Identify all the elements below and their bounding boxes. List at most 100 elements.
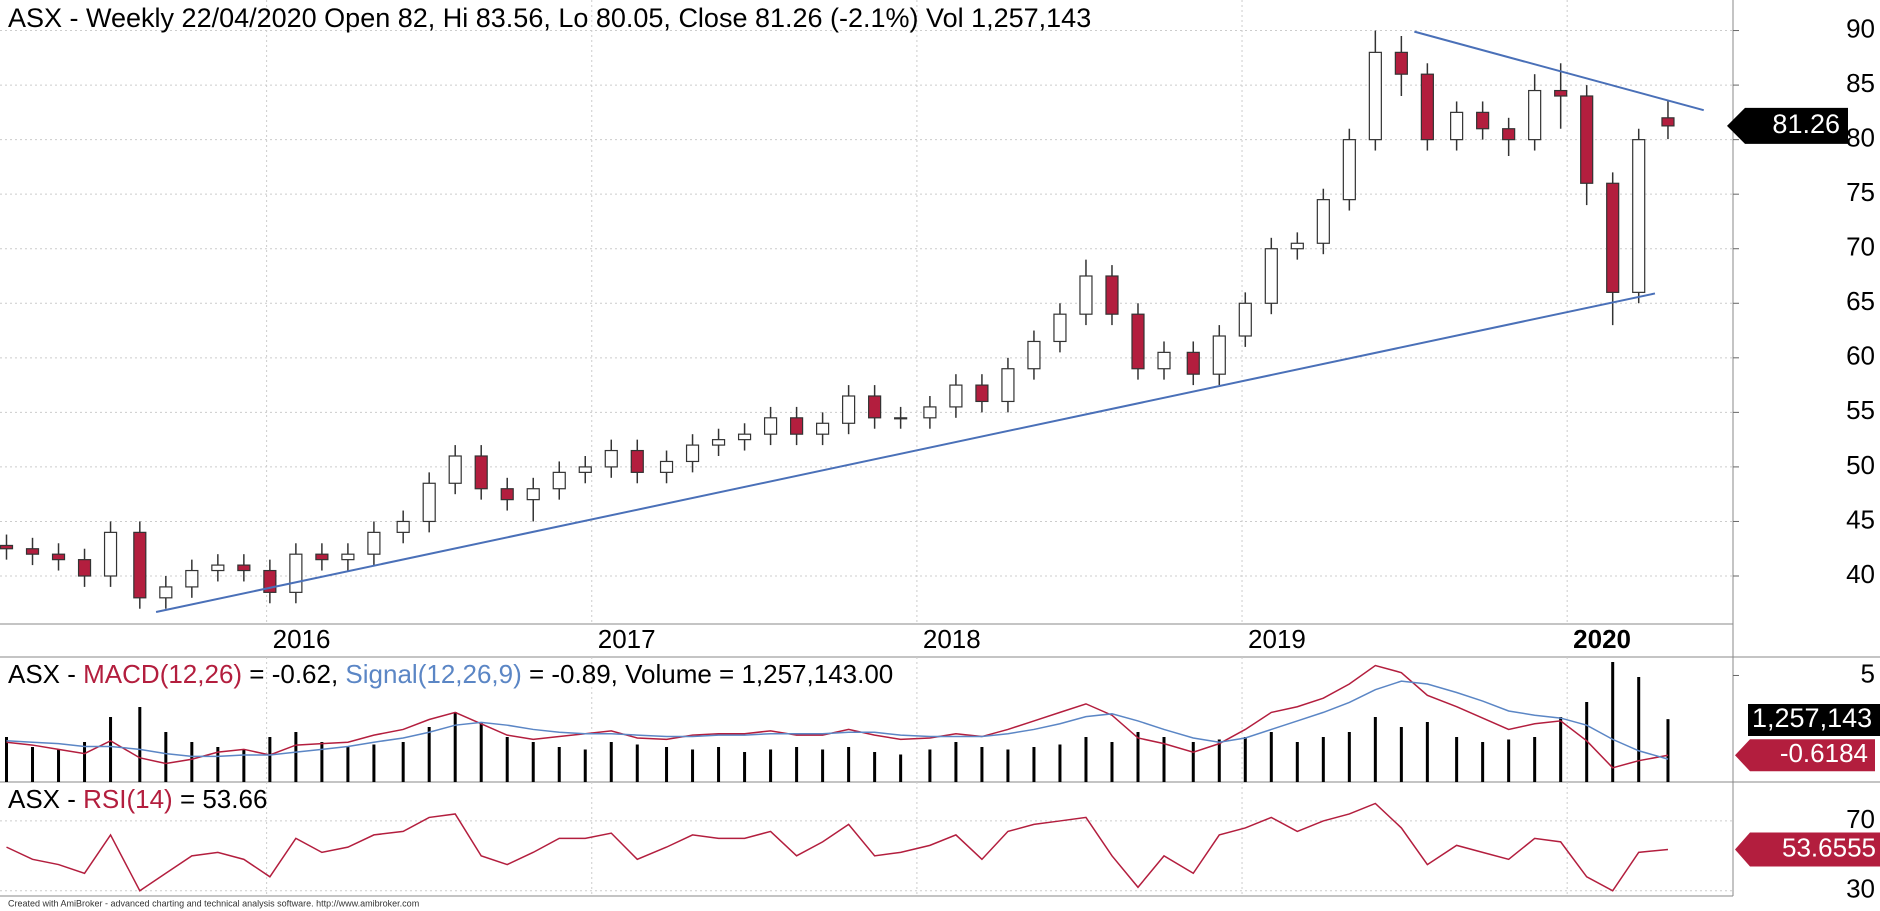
candle-body [341,553,355,561]
volume-bar [1191,742,1195,782]
volume-bar [1425,722,1429,782]
volume-bar [190,742,194,782]
candle-body [500,488,514,501]
candle-body [0,544,14,550]
pane-title: ASX - MACD(12,26) = -0.62, Signal(12,26,… [8,659,893,689]
candle-body [923,406,937,419]
volume-bar [1507,739,1511,782]
volume-bar [1006,749,1010,782]
candle-body [1580,95,1594,184]
volume-bar [1136,732,1140,782]
pane-title-part: Signal(12,26,9) [345,659,521,689]
candle-body [868,395,882,419]
series-line [6,802,1669,892]
candle-body [737,433,752,441]
volume-bar [1611,662,1615,782]
y-tick-label: 40 [1846,559,1875,589]
candle-body [1450,111,1464,141]
volume-bar [1373,717,1377,782]
volume-bar [1110,742,1114,782]
y-tick-label: 60 [1846,341,1875,371]
candle-body [894,417,908,420]
candle-body [1001,368,1015,403]
volume-bar [138,707,142,782]
volume-bar [427,727,431,782]
y-tick-label: 75 [1846,177,1875,207]
volume-bar [1666,719,1670,782]
candle-body [975,384,989,403]
x-tick-label: 2017 [598,624,656,654]
volume-bar [795,747,799,782]
last-price-label: 81.26 [1772,109,1840,139]
candle-body [949,384,963,408]
volume-bar [453,712,457,782]
volume-bar [821,749,825,782]
rsi-label: 53.6555 [1782,832,1876,862]
candle-body [1368,51,1382,141]
y-tick-label: 50 [1846,450,1875,480]
candle-body [1105,275,1119,315]
volume-bar [31,747,35,782]
volume-bar [954,742,958,782]
volume-bar [1559,717,1563,782]
volume-bar [743,752,747,782]
pane-title-part: = 53.66 [173,784,268,814]
candle-body [1528,89,1542,141]
volume-bar [268,737,272,782]
x-tick-label: 2016 [273,624,331,654]
trend-line [1414,30,1705,112]
volume-bar [928,749,932,782]
pane-title-part: = -0.89, Volume = 1,257,143.00 [522,659,894,689]
candle-body [474,455,488,490]
y-tick-label: 5 [1861,658,1875,688]
volume-bar [583,749,587,782]
volume-bar [873,752,877,782]
volume-bar [665,747,669,782]
volume-bar [717,747,721,782]
volume-bar [1321,737,1325,782]
volume-bar [1347,732,1351,782]
volume-bar [1217,739,1221,782]
volume-bar [1399,727,1403,782]
candle-body [1131,313,1145,370]
volume-bar [294,732,298,782]
y-tick-label: 80 [1846,123,1875,153]
candle-body [448,455,462,484]
volume-bar [1243,737,1247,782]
volume-bar [899,754,903,782]
pane-title-part: MACD(12,26) [83,659,242,689]
candle-body [1554,89,1568,97]
candle-body [289,553,303,593]
volume-bar [401,742,405,782]
y-tick-label: 65 [1846,286,1875,316]
volume-bar [83,742,87,782]
volume-bar [1269,732,1273,782]
last-price-marker [1727,107,1848,144]
volume-bar [320,742,324,782]
y-tick-label: 90 [1846,13,1875,43]
y-tick-label: 45 [1846,504,1875,534]
volume-bar [346,747,350,782]
candle-body [77,559,92,577]
y-tick-label: 70 [1846,232,1875,262]
x-tick-label: 2019 [1248,624,1306,654]
candle-body [711,439,726,446]
candle-body [630,449,644,473]
candle-body [1053,313,1067,343]
candle-body [842,395,856,424]
chart-title: ASX - Weekly 22/04/2020 Open 82, Hi 83.5… [8,3,1091,33]
pane-title-part: RSI(14) [83,784,173,814]
candle-body [1342,139,1356,201]
volume-bar [691,749,695,782]
candle-body [789,417,804,435]
volume-bar [242,749,246,782]
y-tick-label: 55 [1846,395,1875,425]
pane-title-part: = -0.62, [242,659,345,689]
candle-body [1264,248,1278,304]
candle-body [133,531,147,599]
volume-bar [769,749,773,782]
volume-bar [1481,742,1485,782]
candle-body [1316,199,1330,244]
series-line [6,680,1669,760]
